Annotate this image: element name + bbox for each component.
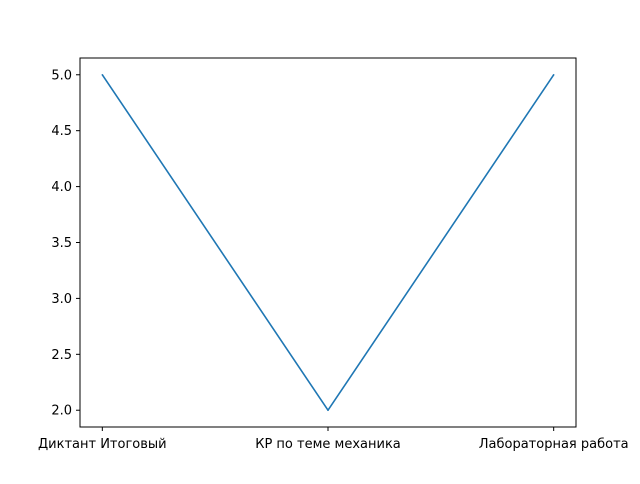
plot-frame <box>79 57 577 428</box>
y-tick-label: 2.5 <box>51 348 72 363</box>
data-point <box>327 409 329 412</box>
plot-background <box>80 58 576 427</box>
x-tick-label: Диктант Итоговый <box>38 437 167 452</box>
y-tick-label: 3.5 <box>51 236 72 251</box>
y-tick-label: 5.0 <box>51 68 72 83</box>
data-point <box>101 73 104 76</box>
x-tick-label: Лабораторная работа <box>479 437 629 452</box>
x-tick-label: КР по теме механика <box>255 437 401 452</box>
x-axis: Диктант Итоговый КР по теме механика Лабор… <box>38 427 629 452</box>
y-tick-label: 4.0 <box>51 180 72 195</box>
data-point <box>552 73 555 76</box>
y-axis: 2.0 2.5 3.0 3.5 4.0 4.5 5.0 <box>51 68 80 419</box>
y-tick-label: 2.0 <box>51 404 72 419</box>
y-tick-label: 3.0 <box>51 292 72 307</box>
series-layer <box>101 73 555 412</box>
y-tick-label: 4.5 <box>51 124 72 139</box>
